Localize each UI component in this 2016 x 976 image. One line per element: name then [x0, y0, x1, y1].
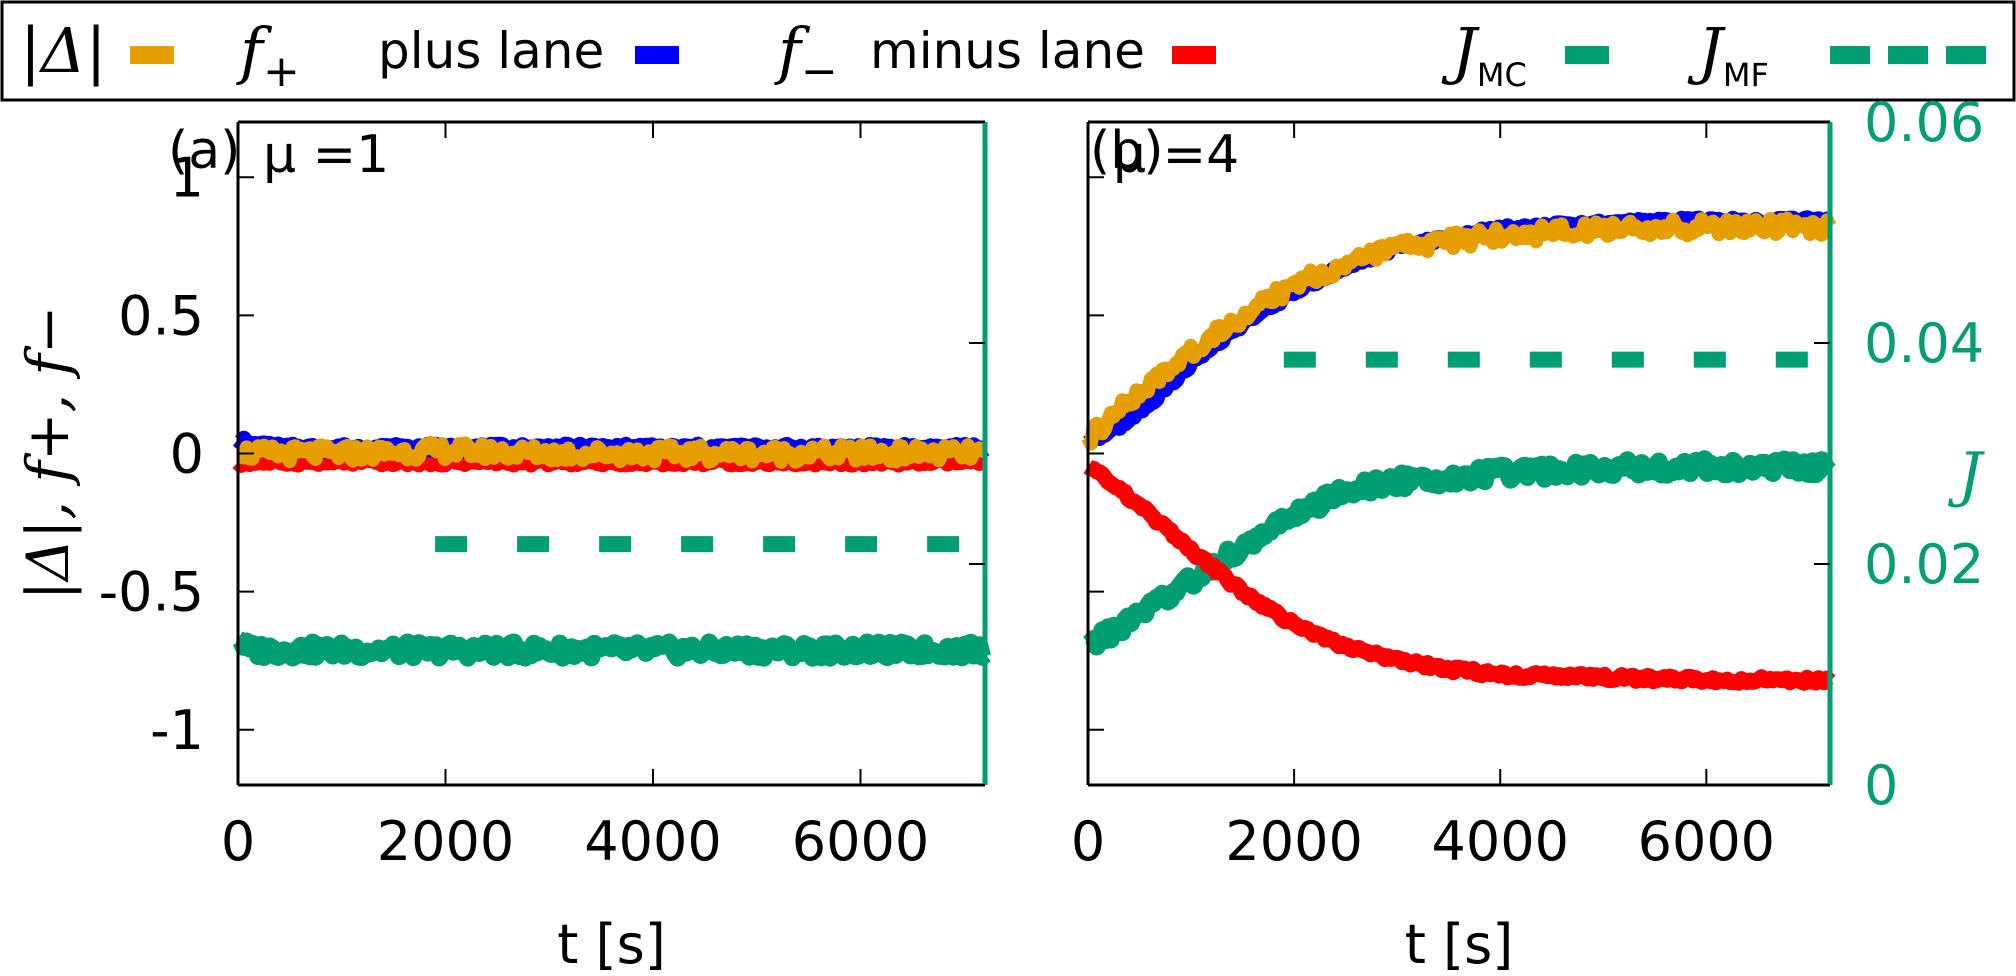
y-tick-label-right: 0: [1864, 754, 1898, 817]
panel-parameter: μ =1: [263, 125, 389, 185]
y-tick-label-right: 0.02: [1864, 533, 1984, 596]
x-tick-label: 2000: [1225, 810, 1362, 873]
series-J_MC: [231, 631, 992, 667]
legend-swatch-J_MC: [1565, 46, 1609, 64]
legend-swatch-f_minus: [1172, 46, 1216, 64]
x-axis-label: t [s]: [1405, 913, 1514, 976]
legend-swatch-J_MF: [1830, 46, 1870, 64]
series-abs_delta: [1081, 211, 1837, 451]
legend-swatch-J_MF: [1946, 46, 1986, 64]
series-abs_delta: [233, 436, 990, 469]
x-tick-label: 0: [221, 810, 255, 873]
y-tick-label-left: 0.5: [118, 284, 204, 347]
legend-label-f_plus: plus lane: [378, 22, 604, 80]
panel-label: (a): [168, 121, 240, 181]
y-tick-label-right: 0.04: [1864, 312, 1984, 375]
panel-b: 0 2000 4000 6000 0.06 0.04 0.02 0 (b)μ =4 t [s]: [1071, 91, 1984, 976]
legend-swatch-f_plus: [635, 46, 679, 64]
legend-symbol-abs_delta: |Δ|: [20, 14, 107, 87]
panel-a: 0 2000 4000 6000 1 0.5 0 -0.5 -1 (a) μ =1 t [s]: [99, 120, 992, 976]
right-axis-label: J: [1947, 440, 1985, 510]
y-tick-label-left: 0: [170, 423, 204, 486]
panel-parameter: μ =4: [1113, 125, 1239, 185]
left-axis-label: |Δ|, f+, f−: [14, 306, 82, 601]
x-tick-label: 2000: [377, 810, 514, 873]
x-axis-label: t [s]: [557, 913, 666, 976]
x-tick-label: 4000: [1432, 810, 1569, 873]
x-tick-label: 0: [1071, 810, 1105, 873]
y-tick-label-left: -0.5: [99, 561, 204, 624]
legend-swatch-abs_delta: [130, 46, 174, 64]
legend-frame: [0, 0, 2016, 102]
legend-entry-abs_delta: |Δ|: [20, 14, 174, 87]
x-tick-label: 6000: [792, 810, 929, 873]
legend-label-f_minus: minus lane: [870, 22, 1145, 80]
y-tick-label-right: 0.06: [1864, 91, 1984, 154]
legend: |Δ| f+ plus lane f− minus lane JMC JMF: [0, 0, 2016, 102]
y-tick-label-left: -1: [150, 699, 204, 762]
legend-swatch-J_MF: [1888, 46, 1928, 64]
y-tick-label-left: 1: [170, 146, 204, 209]
panel-label: (b): [1090, 121, 1164, 181]
x-tick-label: 6000: [1638, 810, 1775, 873]
x-tick-label: 4000: [584, 810, 721, 873]
series-f_minus: [1082, 460, 1836, 691]
